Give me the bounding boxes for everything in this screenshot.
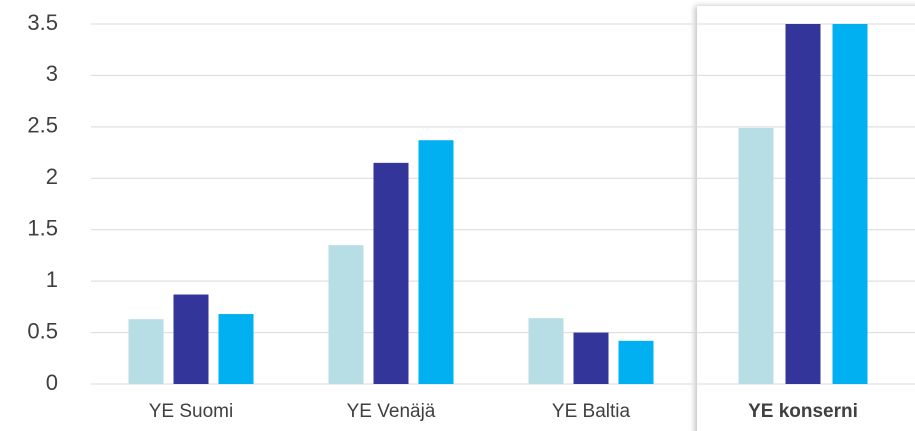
bar	[328, 245, 364, 384]
bar	[128, 319, 164, 384]
bar	[218, 314, 254, 384]
bar	[418, 140, 454, 384]
y-tick-label: 1.5	[27, 216, 58, 241]
y-tick-label: 3	[46, 61, 58, 86]
y-tick-label: 2	[46, 164, 58, 189]
bar	[573, 332, 609, 384]
bar	[618, 340, 654, 384]
x-tick-label: YE Suomi	[149, 401, 233, 422]
bar	[173, 294, 209, 384]
x-tick-label: YE konserni	[748, 401, 858, 422]
y-tick-label: 0.5	[27, 318, 58, 343]
bar	[373, 162, 409, 384]
y-tick-label: 1	[46, 267, 58, 292]
bar	[785, 24, 821, 384]
y-tick-label: 2.5	[27, 113, 58, 138]
y-tick-label: 3.5	[27, 10, 58, 35]
bar	[832, 24, 868, 384]
bar	[738, 127, 774, 384]
x-tick-label: YE Baltia	[552, 401, 631, 422]
x-tick-label: YE Venäjä	[347, 401, 436, 422]
bar	[528, 318, 564, 384]
y-tick-label: 0	[46, 370, 58, 395]
